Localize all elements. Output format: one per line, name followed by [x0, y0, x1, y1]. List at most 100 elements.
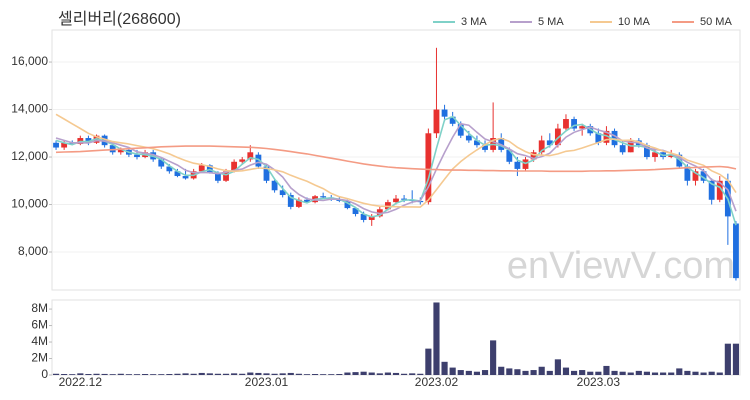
candle-body: [223, 171, 229, 181]
candle-body: [668, 154, 675, 158]
volume-bar: [635, 370, 642, 375]
candle-body: [304, 199, 310, 203]
volume-bar: [376, 373, 383, 375]
candle-body: [554, 128, 561, 146]
volume-bar: [546, 370, 553, 375]
candle-body: [465, 135, 472, 141]
volume-bar: [360, 371, 367, 375]
volume-bar: [724, 343, 731, 375]
candle-body: [700, 171, 707, 181]
volume-bar: [676, 368, 683, 375]
volume-bar: [206, 373, 213, 375]
watermark: enViewV.com: [507, 245, 735, 287]
candle-body: [215, 172, 221, 181]
volume-bar: [668, 372, 675, 375]
y-tick-label: 8M: [31, 301, 48, 315]
volume-bar: [530, 370, 537, 375]
volume-bar: [392, 372, 400, 375]
candle-body: [595, 133, 602, 143]
candle-body: [684, 166, 691, 181]
candle-body: [174, 171, 181, 177]
volume-bar: [441, 361, 448, 375]
volume-bar: [384, 372, 391, 375]
y-tick-label: 0: [41, 367, 48, 381]
candle-body: [708, 180, 715, 200]
volume-bar: [150, 374, 157, 375]
volume-bar: [506, 368, 513, 375]
candle-body: [506, 149, 513, 162]
candle-body: [619, 145, 626, 153]
volume-bar: [603, 365, 610, 375]
legend-label: 50 MA: [700, 16, 732, 28]
candle-body: [158, 159, 165, 167]
volume-bar: [190, 373, 197, 375]
volume-bar: [587, 371, 594, 375]
y-tick-label: 6M: [31, 318, 48, 332]
volume-bar: [61, 374, 68, 375]
volume-bar: [522, 370, 529, 375]
legend-label: 10 MA: [618, 16, 650, 28]
volume-bar: [708, 371, 715, 375]
candle-body: [449, 116, 456, 124]
y-tick-label: 10,000: [11, 197, 48, 211]
candle-body: [611, 130, 618, 146]
volume-bar: [692, 371, 699, 375]
volume-bar: [166, 374, 173, 375]
y-tick-label: 8,000: [18, 244, 48, 258]
volume-bar: [660, 372, 667, 375]
candle-body: [733, 223, 739, 279]
chart-title: 셀리버리(268600): [58, 10, 181, 28]
volume-bar: [465, 370, 472, 375]
y-tick-label: 12,000: [11, 149, 48, 163]
volume-bar: [409, 373, 416, 375]
volume-bar: [101, 373, 108, 375]
candle-body: [676, 154, 683, 167]
candle-body: [295, 199, 302, 207]
volume-bar: [700, 372, 707, 375]
volume-bar: [222, 373, 230, 375]
x-tick-label: 2023.02: [415, 375, 459, 389]
candle-body: [457, 123, 464, 136]
candle-body: [652, 152, 658, 158]
volume-bar: [449, 367, 456, 375]
volume-bar: [311, 374, 319, 375]
candle-body: [239, 159, 246, 162]
plot-area: [51, 29, 741, 291]
volume-bar: [279, 373, 286, 375]
volume-bar: [231, 373, 238, 375]
volume-bar: [425, 348, 432, 375]
volume-bar: [142, 374, 149, 375]
volume-bar: [554, 359, 561, 375]
volume-bar: [595, 371, 602, 375]
volume-bar: [239, 373, 246, 375]
volume-bar: [247, 372, 254, 375]
candle-body: [231, 161, 238, 172]
ma-line: [55, 145, 737, 173]
volume-bar: [214, 373, 222, 375]
x-tick-label: 2023.03: [577, 375, 621, 389]
y-tick-label: 14,000: [11, 102, 48, 116]
volume-bar: [77, 373, 84, 375]
volume-bar: [125, 374, 132, 375]
volume-bar: [473, 371, 481, 375]
volume-bar: [320, 374, 327, 375]
x-tick-label: 2023.01: [245, 375, 289, 389]
ma-line: [55, 113, 737, 208]
volume-bar: [457, 370, 464, 375]
volume-bar: [303, 374, 311, 375]
x-tick-label: 2022.12: [59, 375, 103, 389]
candle-body: [482, 145, 488, 150]
volume-bar: [514, 369, 521, 375]
candle-body: [441, 109, 448, 117]
candle-body: [716, 180, 723, 200]
volume-bar: [716, 372, 723, 375]
candle-body: [360, 214, 367, 220]
candle-body: [198, 165, 205, 172]
candle-body: [134, 154, 140, 158]
volume-bar: [182, 373, 189, 375]
ma-line: [55, 115, 737, 226]
candle-body: [368, 216, 375, 220]
candle-body: [61, 142, 68, 148]
